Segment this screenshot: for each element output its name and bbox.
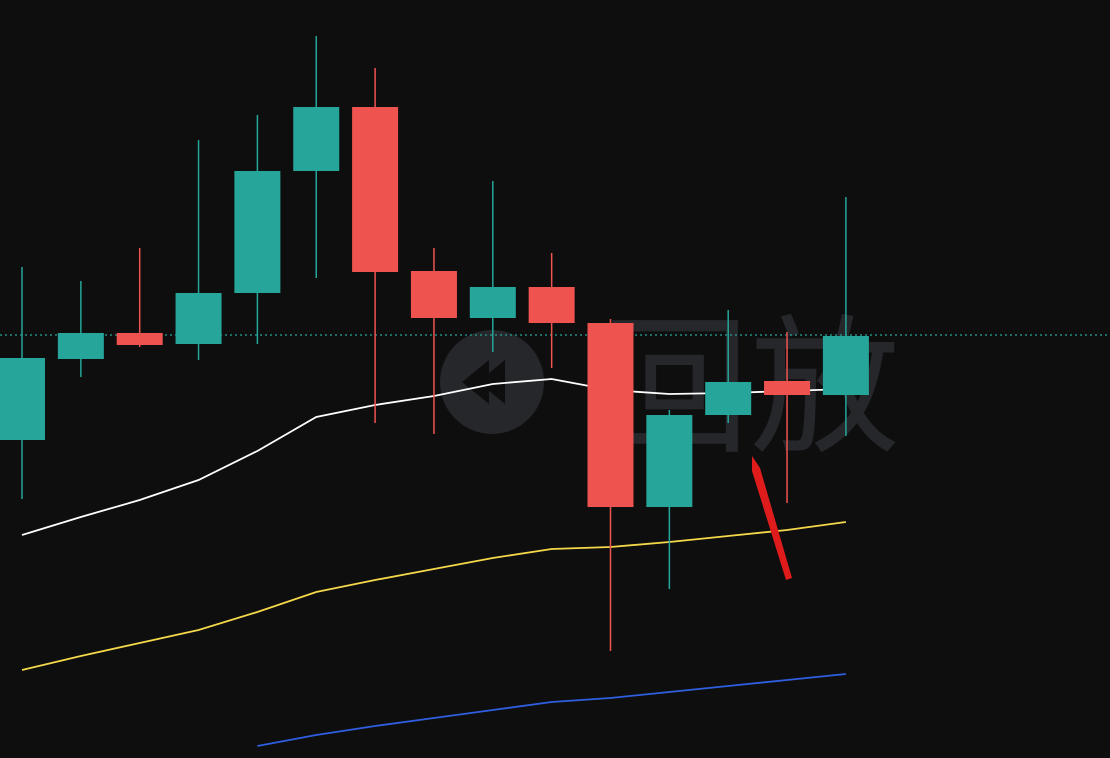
candle-body (0, 358, 45, 440)
candle-body (293, 107, 340, 171)
candle-body (352, 107, 399, 272)
candle (822, 197, 869, 436)
annotation-arrow (752, 456, 792, 580)
candle-body (587, 323, 634, 507)
candle (646, 410, 693, 589)
candle (528, 253, 575, 368)
candle-body (705, 382, 752, 415)
candle-body (175, 293, 222, 344)
candle (705, 310, 752, 423)
candle-body (234, 171, 281, 293)
candle (116, 248, 163, 347)
candle (57, 281, 104, 377)
watermark-icon-arrows (462, 360, 505, 404)
candle-body (410, 271, 457, 318)
candle-body (646, 415, 693, 507)
candle-body (822, 336, 869, 395)
ma-line (257, 673, 846, 747)
candles (0, 36, 869, 651)
candle (234, 115, 281, 344)
candle-body (116, 333, 163, 345)
candle-body (57, 333, 104, 359)
candle (293, 36, 340, 278)
ma-line (21, 521, 847, 671)
candle-body (764, 381, 811, 395)
candle (410, 248, 457, 434)
candle-body (469, 287, 516, 318)
candle (0, 267, 45, 499)
candle (587, 319, 634, 651)
candle (175, 140, 222, 360)
candle-body (528, 287, 575, 323)
candle (764, 332, 811, 503)
candle (469, 181, 516, 352)
candle (352, 68, 399, 423)
